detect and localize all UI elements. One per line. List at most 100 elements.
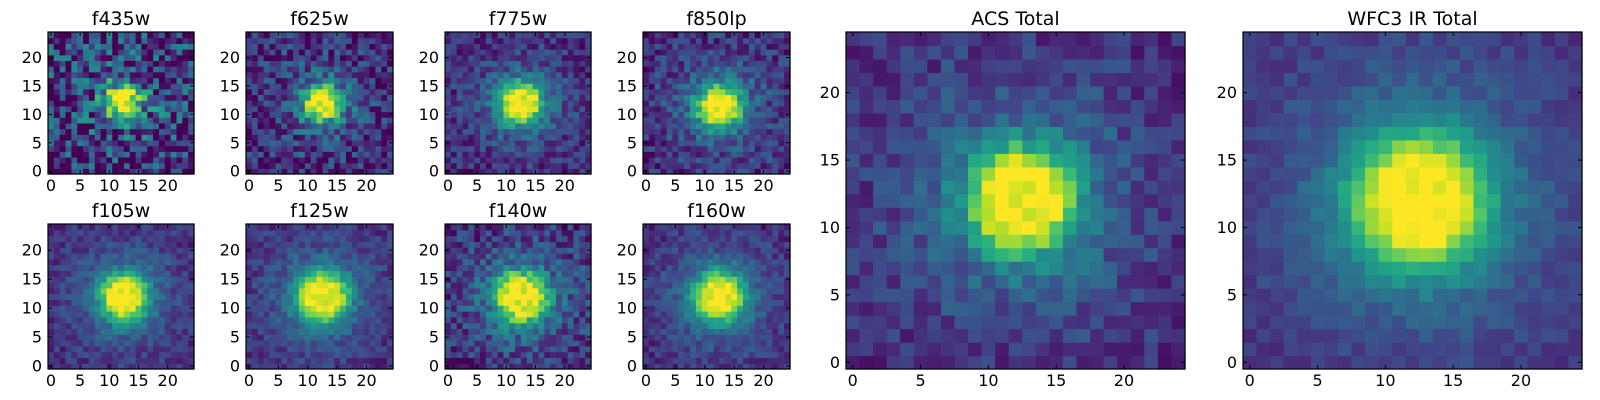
heatmap-cell <box>251 145 259 152</box>
heatmap-cell <box>520 100 528 107</box>
heatmap-cell <box>176 258 183 266</box>
heatmap-cell <box>298 345 306 353</box>
heatmap-cell <box>491 134 499 141</box>
heatmap-cell <box>713 156 721 164</box>
heatmap-cell <box>900 99 915 114</box>
heatmap-cell <box>141 282 148 289</box>
heatmap-cell <box>387 122 394 130</box>
heatmap-cell <box>158 351 166 358</box>
heatmap-cell <box>387 316 394 324</box>
heatmap-cell <box>357 60 365 67</box>
heatmap-cell <box>316 311 324 318</box>
heatmap-cell <box>648 168 656 175</box>
heatmap-cell <box>954 32 969 47</box>
heatmap-cell <box>88 241 96 248</box>
heatmap-cell <box>153 305 160 312</box>
heatmap-cell <box>281 139 288 147</box>
heatmap-cell <box>158 88 166 96</box>
heatmap-cell <box>654 49 662 56</box>
heatmap-cell <box>1090 220 1105 235</box>
heatmap-cell <box>1283 301 1298 316</box>
heatmap-cell <box>369 128 376 135</box>
heatmap-cell <box>188 224 195 231</box>
heatmap-cell <box>748 94 756 101</box>
heatmap-cell <box>281 156 288 164</box>
heatmap-cell <box>88 139 96 147</box>
heatmap-cell <box>1432 45 1447 60</box>
heatmap-cell <box>1076 180 1091 195</box>
heatmap-cell <box>53 54 61 61</box>
heatmap-cell <box>88 128 96 135</box>
heatmap-cell <box>112 345 119 353</box>
heatmap-cell <box>713 122 721 130</box>
heatmap-cell <box>1144 220 1159 235</box>
heatmap-cell <box>83 282 90 289</box>
heatmap-cell <box>456 43 464 50</box>
heatmap-cell <box>713 54 721 61</box>
heatmap-cell <box>561 151 569 158</box>
heatmap-cell <box>71 134 78 141</box>
heatmap-cell <box>1514 58 1529 74</box>
heatmap-cell <box>88 363 96 370</box>
heatmap-cell <box>1310 288 1325 303</box>
heatmap-cell <box>1310 261 1325 276</box>
heatmap-cell <box>304 316 312 324</box>
heatmap-cell <box>491 43 499 50</box>
heatmap-cell <box>742 128 750 135</box>
heatmap-cell <box>538 111 545 118</box>
heatmap-cell <box>954 99 969 114</box>
heatmap-cell <box>585 49 592 56</box>
heatmap-cell <box>153 241 160 248</box>
heatmap-cell <box>561 162 569 169</box>
heatmap-cell <box>147 282 154 289</box>
heatmap-cell <box>251 282 259 289</box>
heatmap-cell <box>357 128 365 135</box>
heatmap-cell <box>164 311 172 318</box>
heatmap-cell <box>1297 85 1312 100</box>
heatmap-cell <box>77 145 84 152</box>
heatmap-cell <box>94 100 102 107</box>
heatmap-cell <box>474 100 481 107</box>
heatmap-cell <box>643 117 650 124</box>
heatmap-cell <box>263 134 271 141</box>
heatmap-cell <box>1487 315 1502 330</box>
heatmap-cell <box>158 282 166 289</box>
heatmap-cell <box>94 156 102 164</box>
heatmap-cell <box>707 32 715 39</box>
heatmap-cell <box>281 117 288 124</box>
heatmap-cell <box>129 276 137 283</box>
heatmap-cell <box>784 122 791 130</box>
plot-frame <box>642 31 791 175</box>
heatmap-cell <box>995 166 1010 181</box>
heatmap-cell <box>375 316 382 324</box>
heatmap-cell <box>643 122 650 130</box>
heatmap-cell <box>1568 58 1583 74</box>
heatmap-cell <box>316 345 324 353</box>
heatmap-cell <box>778 83 785 90</box>
heatmap-cell <box>269 357 276 364</box>
heatmap-cell <box>707 162 715 169</box>
heatmap-cell <box>375 139 382 147</box>
heatmap-cell <box>1324 32 1339 47</box>
heatmap-cell <box>701 156 709 164</box>
heatmap-cell <box>900 58 915 74</box>
heatmap-cell <box>1117 139 1132 154</box>
heatmap-cell <box>1157 220 1173 235</box>
heatmap-cell <box>672 100 679 107</box>
heatmap-cell <box>1283 342 1298 357</box>
heatmap-cell <box>873 328 888 343</box>
heatmap-cell <box>491 139 499 147</box>
heatmap-cell <box>927 355 942 370</box>
heatmap-cell <box>526 168 534 175</box>
heatmap-cell <box>112 122 119 130</box>
heatmap-cell <box>480 100 487 107</box>
heatmap-cell <box>100 83 107 90</box>
heatmap-cell <box>1049 166 1064 181</box>
heatmap-cell <box>695 117 703 124</box>
heatmap-cell <box>65 66 72 73</box>
heatmap-cell <box>555 162 563 169</box>
heatmap-cell <box>701 111 709 118</box>
heatmap-cell <box>748 60 756 67</box>
heatmap-cell <box>1419 220 1434 235</box>
heatmap-cell <box>369 357 376 364</box>
